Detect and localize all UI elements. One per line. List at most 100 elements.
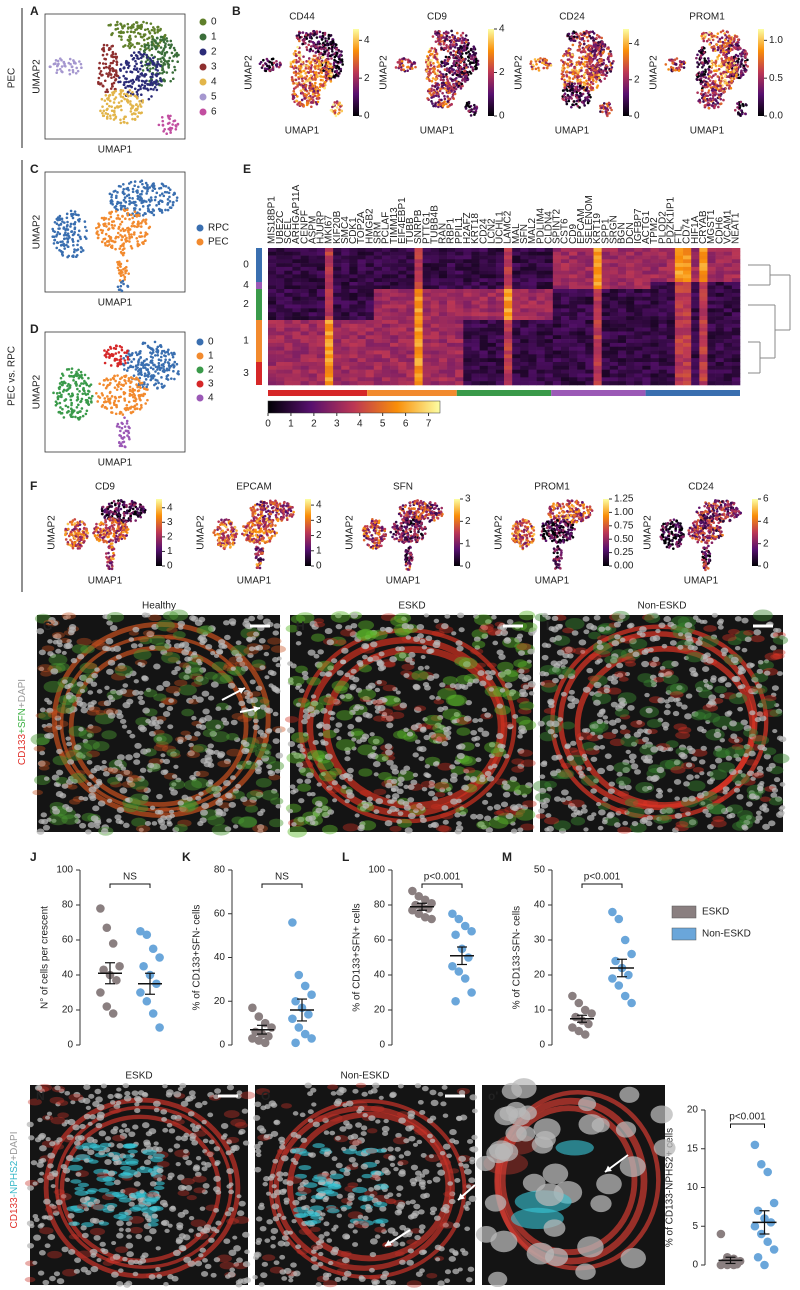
umap-dot bbox=[710, 32, 713, 36]
umap-dot bbox=[124, 408, 128, 412]
umap-dot bbox=[139, 386, 142, 390]
colorbar-tick-label: 1.0 bbox=[769, 35, 783, 46]
umap-dot bbox=[579, 42, 582, 46]
heatmap-cell bbox=[276, 251, 285, 256]
heatmap-cell bbox=[357, 248, 366, 253]
umap-dot bbox=[455, 63, 459, 67]
heatmap-cell bbox=[373, 255, 383, 260]
umap-dot bbox=[59, 376, 63, 380]
heatmap-cell bbox=[430, 248, 440, 253]
heatmap-cell bbox=[455, 248, 464, 253]
umap-dot bbox=[130, 85, 133, 89]
heatmap-cell bbox=[463, 259, 472, 264]
umap-dot bbox=[124, 86, 127, 89]
umap-dot bbox=[439, 78, 443, 82]
umap-dot bbox=[176, 122, 180, 126]
umap-dot bbox=[144, 231, 147, 234]
umap-dot bbox=[136, 115, 139, 118]
heatmap-cell bbox=[292, 259, 301, 264]
umap-dot bbox=[436, 86, 440, 89]
umap-dot bbox=[80, 247, 83, 250]
umap-dot bbox=[126, 355, 130, 359]
umap-dot bbox=[700, 70, 704, 74]
umap-dot bbox=[156, 25, 159, 29]
umap-dot bbox=[732, 45, 736, 49]
umap-dot bbox=[130, 54, 133, 57]
umap-dot bbox=[133, 231, 136, 234]
umap-dot bbox=[125, 351, 128, 354]
umap-dot bbox=[463, 69, 467, 73]
umap-dot bbox=[394, 66, 398, 69]
umap-dot bbox=[562, 98, 565, 101]
umap-dot bbox=[163, 127, 166, 131]
umap-dot bbox=[145, 53, 148, 57]
umap-dot bbox=[108, 46, 111, 50]
umap-dot bbox=[580, 74, 584, 78]
umap-dot bbox=[105, 102, 109, 106]
umap-dot bbox=[175, 196, 179, 199]
umap-dot bbox=[291, 78, 294, 81]
umap-dot bbox=[122, 282, 125, 286]
umap-dot bbox=[581, 55, 585, 59]
umap-dot bbox=[451, 73, 455, 76]
umap-dot bbox=[141, 182, 144, 186]
heatmap-cell bbox=[341, 255, 350, 260]
umap-dot bbox=[135, 189, 138, 193]
umap-dot bbox=[453, 78, 456, 82]
umap-dot bbox=[309, 66, 313, 69]
colorbar-tick-label: 0 bbox=[634, 111, 640, 122]
umap-dot bbox=[565, 102, 569, 106]
umap-dot bbox=[585, 29, 588, 33]
umap-dot bbox=[467, 50, 470, 54]
umap-dot bbox=[425, 69, 428, 73]
umap-dot bbox=[103, 57, 106, 61]
umap-dot bbox=[316, 42, 319, 46]
umap-dot bbox=[123, 397, 126, 401]
heatmap-cell bbox=[479, 255, 489, 260]
umap-dot bbox=[461, 79, 464, 82]
heatmap-cell bbox=[365, 251, 375, 256]
umap-dot bbox=[139, 231, 143, 235]
umap-dot bbox=[325, 39, 329, 43]
umap-dot bbox=[578, 62, 581, 65]
umap-dot bbox=[55, 222, 59, 226]
umap-dot bbox=[53, 238, 57, 242]
umap-dot bbox=[124, 240, 128, 243]
umap-dot bbox=[722, 63, 726, 67]
umap-dot bbox=[127, 182, 131, 185]
heatmap-cell bbox=[609, 248, 619, 253]
umap-dot bbox=[318, 53, 321, 56]
umap-dot bbox=[120, 108, 123, 112]
heatmap-cell bbox=[723, 248, 733, 253]
umap-dot bbox=[292, 67, 296, 70]
umap-dot bbox=[143, 72, 147, 76]
umap-dot bbox=[451, 96, 455, 99]
umap-dot bbox=[580, 100, 584, 104]
heatmap-cell bbox=[471, 251, 480, 256]
umap-dot bbox=[310, 64, 313, 67]
umap-dot bbox=[103, 406, 107, 409]
umap-dot bbox=[86, 392, 90, 396]
umap-dot bbox=[116, 362, 120, 365]
heatmap-cell bbox=[495, 255, 505, 260]
umap-dot bbox=[127, 378, 131, 382]
umap-dot bbox=[456, 37, 460, 40]
umap-dot bbox=[163, 384, 166, 388]
umap-dot bbox=[459, 52, 462, 56]
umap-dot bbox=[566, 79, 569, 83]
umap-dot bbox=[159, 199, 162, 202]
umap-dot bbox=[65, 225, 69, 228]
umap-dot bbox=[168, 358, 171, 362]
umap-dot bbox=[150, 95, 153, 98]
heatmap-cell bbox=[406, 248, 415, 253]
umap-dot bbox=[292, 89, 296, 93]
umap-dot bbox=[467, 59, 470, 62]
umap-dot bbox=[712, 47, 715, 51]
heatmap-cell bbox=[642, 248, 651, 253]
heatmap-cell bbox=[691, 259, 700, 264]
umap-dot bbox=[104, 243, 107, 247]
umap-dot bbox=[147, 97, 151, 101]
legend-label: 1 bbox=[211, 32, 217, 43]
heatmap-cell bbox=[569, 248, 578, 253]
umap-dot bbox=[603, 45, 606, 48]
